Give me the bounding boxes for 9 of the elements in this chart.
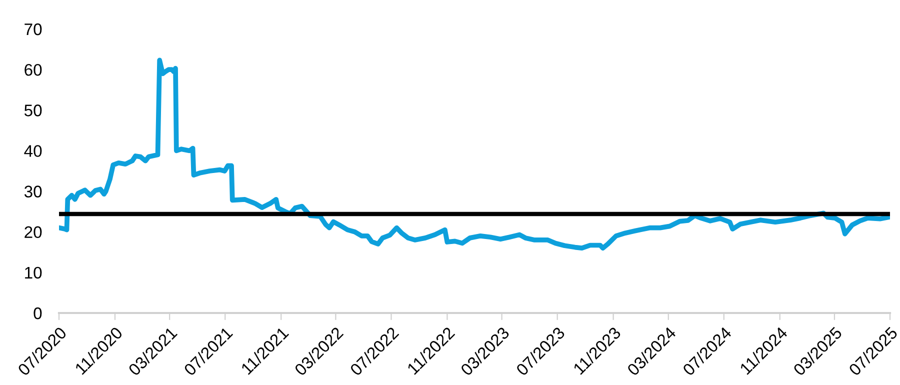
y-tick-label: 0 bbox=[34, 307, 42, 320]
y-tick-label: 70 bbox=[24, 23, 42, 36]
y-tick-label: 30 bbox=[24, 186, 42, 198]
y-tick-label: 40 bbox=[24, 145, 42, 157]
y-tick-label: 50 bbox=[24, 104, 42, 116]
y-tick-label: 10 bbox=[25, 266, 42, 279]
line-series bbox=[59, 58, 890, 251]
y-tick-label: 20 bbox=[24, 226, 42, 238]
y-tick-label: 60 bbox=[24, 64, 42, 76]
